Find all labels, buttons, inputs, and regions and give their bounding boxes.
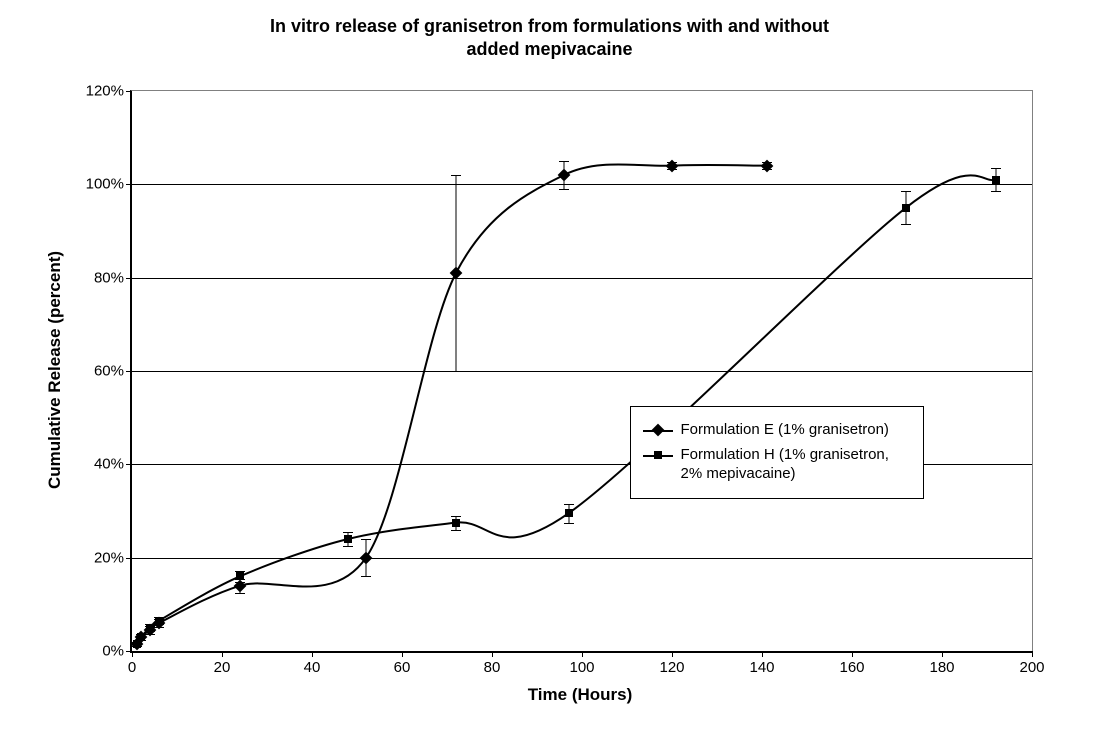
y-tick-label: 80% [94, 269, 124, 286]
diamond-marker-icon [653, 426, 662, 435]
error-cap [991, 191, 1001, 192]
plot-area: 0%20%40%60%80%100%120%020406080100120140… [130, 90, 1033, 653]
square-marker-icon [137, 633, 145, 641]
chart-title: In vitro release of granisetron from for… [0, 15, 1099, 62]
x-tick-label: 120 [659, 659, 684, 676]
chart-title-line1: In vitro release of granisetron from for… [270, 16, 829, 36]
square-marker-icon [344, 535, 352, 543]
x-tick-label: 20 [214, 659, 231, 676]
chart-title-line2: added mepivacaine [466, 39, 632, 59]
error-cap [991, 168, 1001, 169]
error-cap [564, 504, 574, 505]
x-tick-label: 80 [484, 659, 501, 676]
error-cap [564, 523, 574, 524]
y-tick-label: 120% [86, 83, 124, 100]
error-cap [343, 532, 353, 533]
x-tick-mark [672, 651, 673, 657]
x-tick-mark [942, 651, 943, 657]
square-marker-icon [133, 640, 141, 648]
square-marker-icon [902, 204, 910, 212]
legend-label: Formulation H (1% granisetron, 2% mepiva… [681, 446, 911, 484]
error-cap [451, 175, 461, 176]
error-cap [361, 539, 371, 540]
error-cap [451, 516, 461, 517]
y-tick-label: 60% [94, 363, 124, 380]
square-marker-icon [155, 617, 163, 625]
error-cap [901, 191, 911, 192]
x-axis-title: Time (Hours) [528, 685, 633, 705]
x-tick-label: 40 [304, 659, 321, 676]
y-tick-label: 40% [94, 456, 124, 473]
x-tick-mark [132, 651, 133, 657]
square-marker-icon [565, 509, 573, 517]
legend-item: Formulation E (1% granisetron) [643, 421, 911, 440]
legend-swatch [643, 448, 673, 462]
x-tick-label: 140 [749, 659, 774, 676]
error-cap [559, 161, 569, 162]
x-tick-label: 180 [929, 659, 954, 676]
legend-label: Formulation E (1% granisetron) [681, 421, 889, 440]
error-cap [361, 576, 371, 577]
y-tick-label: 100% [86, 176, 124, 193]
x-tick-mark [312, 651, 313, 657]
x-tick-mark [1032, 651, 1033, 657]
x-tick-label: 100 [569, 659, 594, 676]
x-tick-label: 160 [839, 659, 864, 676]
square-marker-icon [992, 176, 1000, 184]
x-tick-mark [852, 651, 853, 657]
error-cap [235, 593, 245, 594]
series-line [137, 164, 767, 644]
series-svg [132, 91, 1032, 651]
x-tick-label: 60 [394, 659, 411, 676]
square-marker-icon [236, 572, 244, 580]
legend-swatch [643, 423, 673, 437]
error-cap [343, 546, 353, 547]
error-cap [559, 189, 569, 190]
error-cap [451, 371, 461, 372]
legend: Formulation E (1% granisetron) Formulatio… [630, 406, 924, 498]
x-tick-mark [582, 651, 583, 657]
x-tick-mark [222, 651, 223, 657]
square-marker-icon [452, 519, 460, 527]
square-marker-icon [654, 451, 662, 459]
square-marker-icon [146, 624, 154, 632]
legend-item: Formulation H (1% granisetron, 2% mepiva… [643, 446, 911, 484]
error-cap [451, 530, 461, 531]
error-cap [901, 224, 911, 225]
x-tick-mark [762, 651, 763, 657]
x-tick-mark [492, 651, 493, 657]
y-axis-title: Cumulative Release (percent) [45, 251, 65, 489]
x-tick-label: 200 [1019, 659, 1044, 676]
x-tick-label: 0 [128, 659, 136, 676]
y-tick-label: 20% [94, 549, 124, 566]
x-tick-mark [402, 651, 403, 657]
error-cap [235, 582, 245, 583]
y-tick-label: 0% [102, 643, 124, 660]
